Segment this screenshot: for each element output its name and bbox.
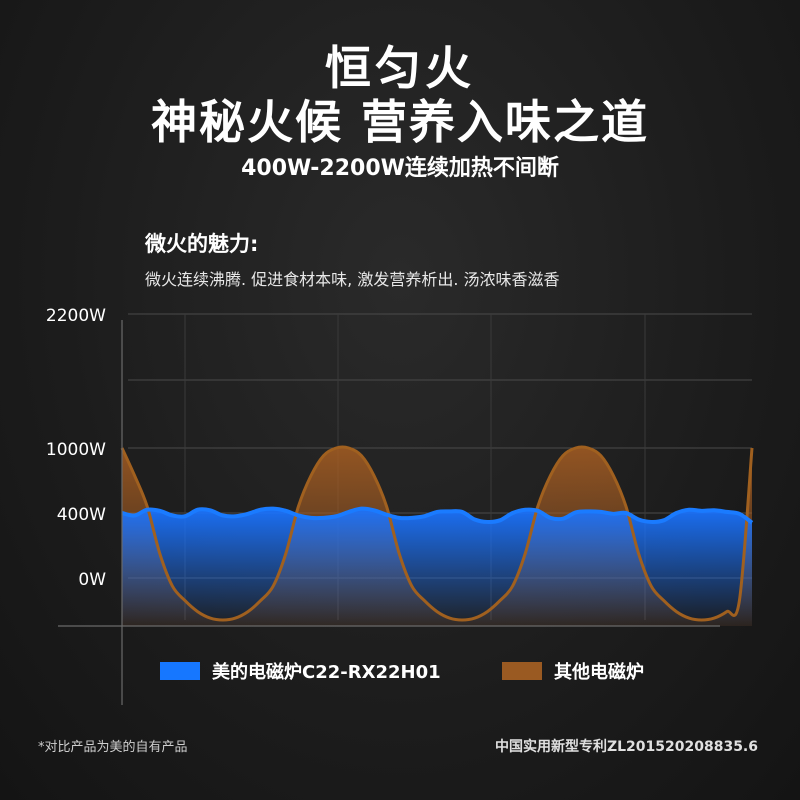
y-tick-label: 1000W	[46, 440, 106, 460]
legend-label-midea: 美的电磁炉C22-RX22H01	[212, 662, 441, 683]
legend-item-other: 其他电磁炉	[502, 658, 644, 684]
legend-item-midea: 美的电磁炉C22-RX22H01	[160, 658, 441, 684]
y-tick-label: 0W	[78, 570, 106, 590]
chart-axes	[58, 320, 720, 705]
series-other-line	[120, 445, 754, 622]
legend-swatch-midea	[160, 662, 200, 680]
patent-number: 中国实用新型专利ZL201520208835.6	[494, 739, 758, 755]
series-midea-area	[122, 508, 752, 626]
intro-body: 微火连续沸腾. 促进食材本味, 激发营养析出. 汤浓味香滋香	[145, 270, 560, 289]
legend-label-other: 其他电磁炉	[554, 662, 644, 683]
y-tick-label: 2200W	[46, 306, 106, 326]
legend-swatch-other	[502, 662, 542, 680]
y-tick-label: 400W	[57, 505, 106, 525]
footnote: *对比产品为美的自有产品	[38, 740, 188, 755]
headline-subtitle: 神秘火候 营养入味之道	[150, 95, 649, 149]
chart-plot-area	[120, 445, 754, 626]
y-axis-ticks: 2200W 1000W 400W 0W	[46, 306, 106, 590]
intro-title: 微火的魅力:	[145, 232, 259, 256]
headline-title: 恒匀火	[325, 41, 475, 95]
headline-tagline: 400W-2200W连续加热不间断	[241, 156, 559, 181]
series-midea-line	[121, 506, 754, 525]
